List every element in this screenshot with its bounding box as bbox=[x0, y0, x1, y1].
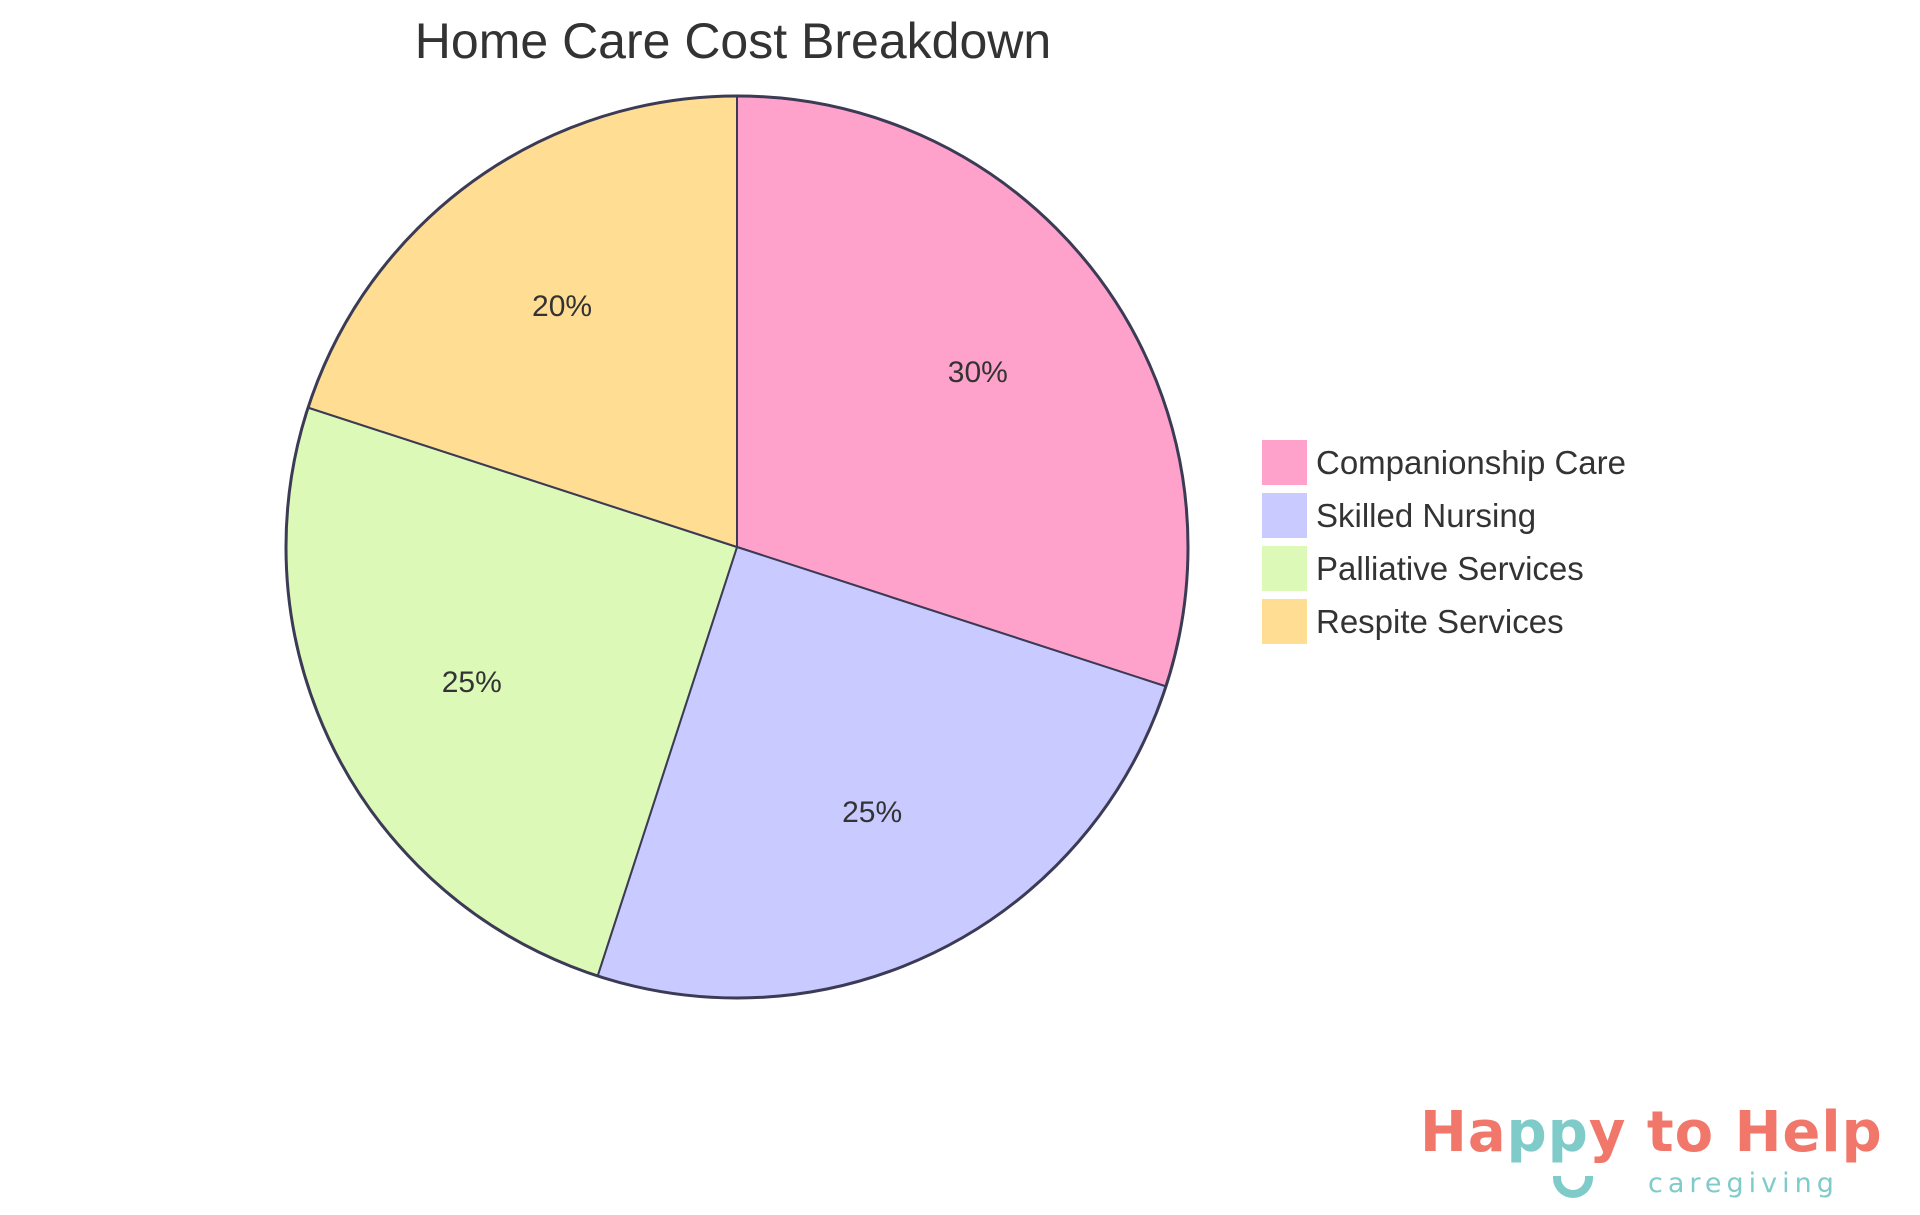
legend: Companionship Care Skilled Nursing Palli… bbox=[1262, 440, 1626, 644]
slice-percent-label: 25% bbox=[842, 796, 902, 829]
pie-slice-labels: 30% 25% 25% 20% bbox=[442, 290, 1008, 829]
legend-label: Palliative Services bbox=[1316, 550, 1584, 587]
legend-swatch bbox=[1262, 493, 1307, 538]
legend-label: Companionship Care bbox=[1316, 444, 1626, 481]
legend-swatch bbox=[1262, 440, 1307, 485]
company-logo: Happy to Help caregiving bbox=[1420, 1100, 1883, 1210]
logo-text-part: pp bbox=[1506, 1100, 1589, 1165]
slice-percent-label: 25% bbox=[442, 666, 502, 699]
logo-text-part: y to Help bbox=[1588, 1100, 1883, 1165]
legend-label: Skilled Nursing bbox=[1316, 497, 1536, 534]
chart-title: Home Care Cost Breakdown bbox=[415, 13, 1051, 69]
logo-text-part: Ha bbox=[1420, 1100, 1507, 1165]
pie-slices bbox=[284, 94, 1190, 1000]
logo-subtitle: caregiving bbox=[1648, 1168, 1839, 1199]
legend-item-skilled-nursing[interactable]: Skilled Nursing bbox=[1262, 493, 1536, 538]
legend-item-respite-services[interactable]: Respite Services bbox=[1262, 599, 1564, 644]
legend-item-palliative-services[interactable]: Palliative Services bbox=[1262, 546, 1584, 591]
legend-swatch bbox=[1262, 599, 1307, 644]
legend-item-companionship-care[interactable]: Companionship Care bbox=[1262, 440, 1626, 485]
slice-percent-label: 20% bbox=[532, 290, 592, 323]
smile-icon bbox=[1553, 1176, 1593, 1198]
logo-wordmark: Happy to Help bbox=[1420, 1100, 1883, 1165]
slice-percent-label: 30% bbox=[948, 356, 1008, 389]
legend-swatch bbox=[1262, 546, 1307, 591]
legend-label: Respite Services bbox=[1316, 603, 1564, 640]
pie-outline bbox=[284, 94, 1190, 1000]
